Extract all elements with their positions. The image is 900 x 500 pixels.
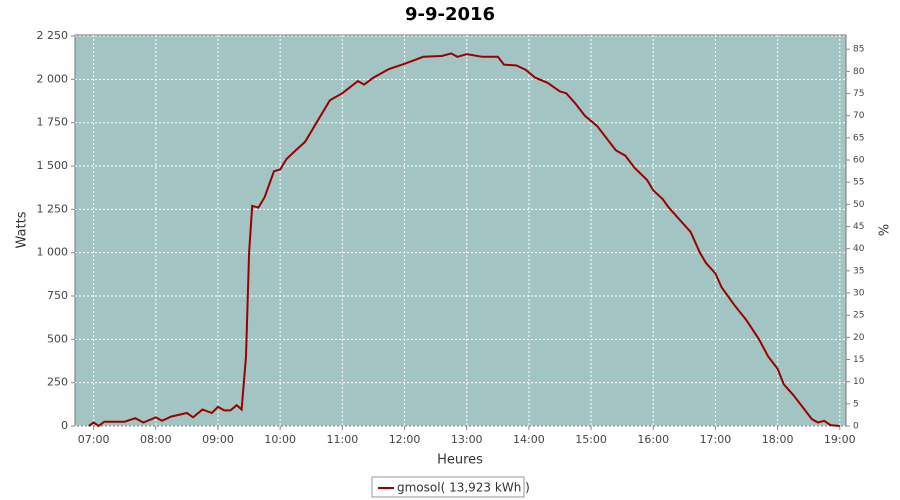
y-tick-label: 1 750	[37, 116, 69, 129]
y2-tick-label: 50	[853, 200, 865, 210]
y2-tick-label: 85	[853, 45, 864, 55]
y2-tick-label: 80	[853, 67, 865, 77]
y-tick-label: 750	[47, 289, 68, 302]
y2-tick-label: 15	[853, 355, 864, 365]
y2-tick-label: 10	[853, 377, 865, 387]
y2-tick-label: 65	[853, 133, 864, 143]
y-tick-label: 1 250	[37, 202, 69, 215]
y-tick-label: 1 000	[37, 246, 69, 259]
chart-title: 9-9-2016	[405, 4, 495, 25]
y-tick-label: 250	[47, 376, 68, 389]
plot-area	[74, 34, 847, 427]
y2-tick-label: 70	[853, 111, 865, 121]
y-axis-label: Watts	[15, 211, 30, 248]
x-tick-label: 19:00	[824, 433, 856, 446]
x-tick-label: 13:00	[451, 433, 483, 446]
y2-tick-label: 25	[853, 311, 864, 321]
y-tick-label: 2 000	[37, 72, 69, 85]
y2-tick-label: 35	[853, 266, 864, 276]
x-tick-label: 09:00	[202, 433, 234, 446]
y2-tick-label: 40	[853, 244, 865, 254]
x-tick-label: 14:00	[513, 433, 545, 446]
x-tick-label: 11:00	[327, 433, 359, 446]
y2-tick-label: 55	[853, 178, 864, 188]
y-tick-label: 500	[47, 332, 68, 345]
data-line	[88, 52, 840, 428]
y2-axis-label: %	[875, 224, 890, 236]
y2-tick-label: 45	[853, 222, 864, 232]
y-tick-label: 2 250	[37, 29, 69, 42]
x-tick-label: 17:00	[700, 433, 732, 446]
y-tick-label: 1 500	[37, 159, 69, 172]
y2-tick-label: 30	[853, 289, 865, 299]
legend-box	[371, 476, 525, 498]
x-axis-label: Heures	[437, 453, 483, 468]
y2-tick-label: 20	[853, 333, 865, 343]
x-tick-label: 10:00	[264, 433, 296, 446]
y2-tick-label: 5	[853, 399, 859, 409]
y2-tick-label: 0	[853, 422, 859, 432]
legend-label: gmosol( 13,923 kWh )	[397, 481, 530, 495]
y2-tick-label: 60	[853, 156, 865, 166]
x-tick-label: 18:00	[762, 433, 794, 446]
y-tick-label: 0	[61, 419, 68, 432]
x-tick-label: 08:00	[140, 433, 172, 446]
x-tick-label: 15:00	[575, 433, 607, 446]
x-tick-label: 12:00	[389, 433, 421, 446]
x-tick-label: 16:00	[637, 433, 669, 446]
x-tick-label: 07:00	[78, 433, 110, 446]
y2-tick-label: 75	[853, 89, 864, 99]
